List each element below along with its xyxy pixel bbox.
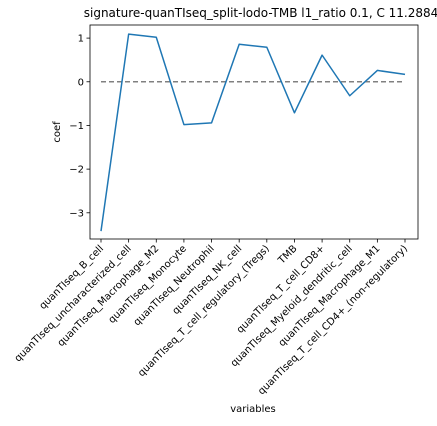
- y-axis: 1 0 −1 −2 −3: [69, 34, 90, 219]
- y-tick-label: 1: [78, 34, 84, 45]
- coef-series-line: [100, 33, 406, 232]
- x-tick-label: TMB: [276, 243, 300, 267]
- chart-title: signature-quanTIseq_split-lodo-TMB l1_ra…: [84, 6, 437, 20]
- plot-area-frame: [89, 24, 419, 240]
- x-tick-label: quanTIseq_Macrophage_M2: [56, 243, 162, 349]
- series-layer: [100, 33, 406, 232]
- x-axis: quanTIseq_B_cellquanTIseq_uncharacterize…: [13, 239, 410, 397]
- y-tick-label: 0: [78, 77, 84, 88]
- y-tick-label: −1: [69, 121, 84, 132]
- y-tick-label: −2: [69, 165, 84, 176]
- y-axis-label: coef: [52, 121, 63, 143]
- x-tick-label: quanTIseq_uncharacterized_cell: [13, 243, 134, 364]
- y-tick-label: −3: [69, 208, 84, 219]
- x-axis-label: variables: [230, 404, 276, 415]
- x-tick-label: quanTIseq_Macrophage_M1: [277, 243, 383, 349]
